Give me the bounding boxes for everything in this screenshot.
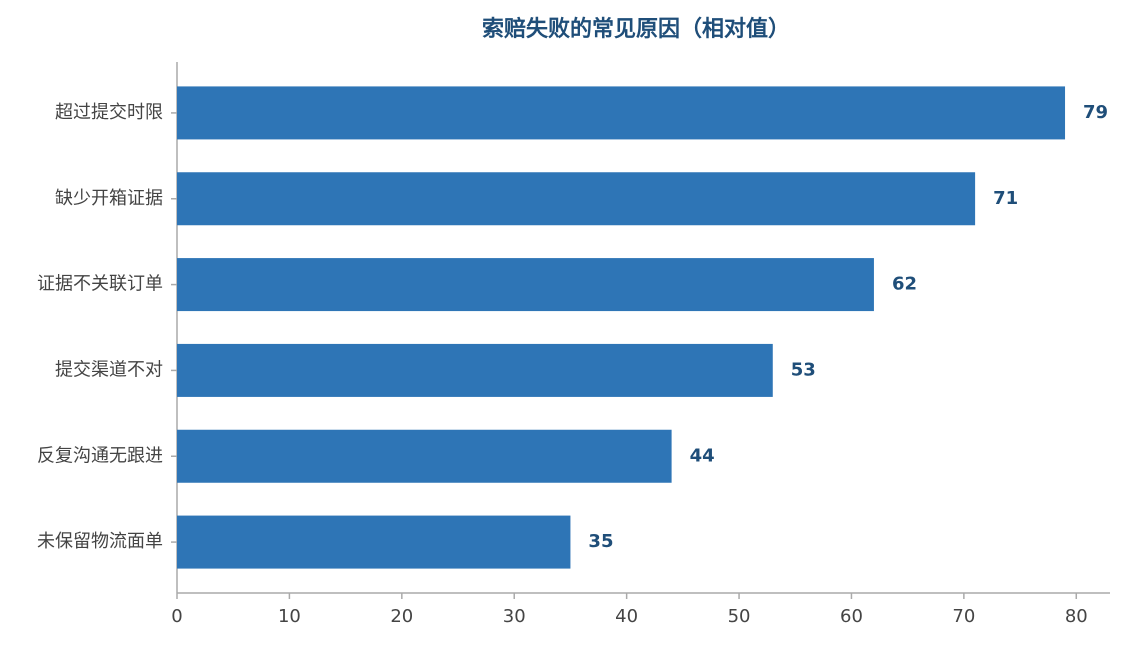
y-tick-label: 提交渠道不对 (55, 359, 163, 380)
x-tick-label: 30 (503, 606, 526, 627)
y-tick-label: 反复沟通无跟进 (37, 445, 163, 466)
bar (177, 429, 672, 483)
x-tick-label: 40 (615, 606, 638, 627)
x-tick-label: 10 (278, 606, 301, 627)
bar (177, 172, 976, 226)
y-tick-label: 超过提交时限 (55, 102, 163, 123)
x-tick-label: 80 (1065, 606, 1088, 627)
value-label: 62 (892, 274, 917, 295)
bar (177, 86, 1066, 140)
value-label: 53 (791, 359, 816, 380)
chart-title: 索赔失败的常见原因（相对值） (482, 16, 790, 42)
value-label: 44 (690, 445, 715, 466)
value-label: 71 (993, 188, 1018, 209)
bar (177, 515, 571, 569)
bar (177, 258, 874, 312)
x-tick-label: 20 (390, 606, 413, 627)
y-tick-label: 缺少开箱证据 (55, 188, 163, 209)
bar (177, 343, 773, 397)
value-label: 35 (588, 531, 613, 552)
x-tick-label: 60 (840, 606, 863, 627)
x-tick-label: 70 (952, 606, 975, 627)
x-tick-label: 50 (728, 606, 751, 627)
y-tick-label: 未保留物流面单 (37, 531, 163, 552)
x-tick-label: 0 (171, 606, 182, 627)
y-tick-label: 证据不关联订单 (37, 274, 163, 295)
value-label: 79 (1083, 102, 1108, 123)
